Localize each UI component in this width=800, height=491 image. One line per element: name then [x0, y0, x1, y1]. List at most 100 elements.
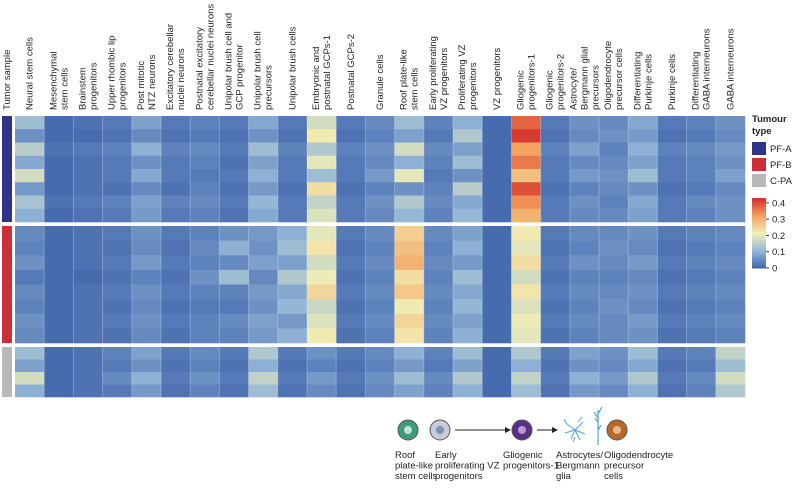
heat-cell	[394, 299, 425, 315]
heat-cell	[657, 284, 687, 300]
heat-cell	[657, 299, 687, 315]
heat-cell	[248, 226, 279, 241]
heat-cell	[248, 195, 279, 210]
heat-cell	[336, 384, 366, 398]
heat-cell	[307, 347, 337, 360]
colorbar-step	[752, 264, 766, 267]
arrowhead	[552, 427, 558, 433]
heat-cell	[219, 129, 249, 143]
colorbar-step	[752, 204, 766, 207]
heat-cell	[569, 299, 600, 315]
heat-cell	[248, 384, 279, 398]
column-label: Astrocyte/Bergmann glialprecursors	[568, 47, 601, 110]
heat-cell	[190, 208, 220, 223]
colorbar-step	[752, 228, 766, 231]
heat-cell	[219, 372, 249, 385]
heat-cell	[686, 384, 717, 398]
colorbar-step	[752, 206, 766, 209]
heat-cell	[453, 284, 483, 300]
heat-cell	[511, 155, 541, 170]
heat-cell	[131, 208, 162, 223]
heat-cell	[277, 372, 308, 385]
column-label: Roof plate-likestem cells	[399, 49, 421, 110]
heat-cell	[394, 208, 425, 223]
heat-cell	[511, 182, 541, 196]
heat-cell	[248, 116, 279, 130]
heat-cell	[44, 313, 74, 329]
heat-cell	[15, 269, 45, 285]
heat-cell	[423, 347, 454, 360]
heat-cell	[15, 359, 45, 373]
heat-cell	[423, 240, 454, 256]
heat-cell	[307, 328, 337, 344]
heat-cell	[511, 142, 541, 157]
heat-cell	[336, 195, 366, 210]
heat-cell	[365, 347, 395, 360]
heat-cell	[219, 208, 249, 223]
heat-cell	[44, 240, 74, 256]
heat-cell	[131, 328, 162, 344]
heat-cell	[569, 208, 600, 223]
heat-cell	[540, 182, 571, 196]
heat-cell	[482, 226, 512, 241]
heat-cell	[686, 359, 717, 373]
heat-cell	[540, 155, 571, 170]
heat-cell	[599, 313, 629, 329]
legend-label: PF-B	[770, 160, 792, 171]
legend-swatch	[752, 142, 766, 155]
heat-cell	[482, 208, 512, 223]
bergmann-icon	[593, 406, 603, 445]
heat-cell	[423, 116, 454, 130]
heat-cell	[511, 359, 541, 373]
heat-cell	[44, 269, 74, 285]
heat-cell	[715, 116, 746, 130]
heat-cell	[73, 182, 103, 196]
heat-cell	[394, 255, 425, 271]
heat-cell	[73, 313, 103, 329]
heat-cell	[336, 313, 366, 329]
colorbar-step	[752, 258, 766, 261]
heat-cell	[73, 328, 103, 344]
heat-cell	[628, 116, 658, 130]
heat-cell	[161, 255, 191, 271]
heat-cell	[394, 182, 425, 196]
heat-cell	[190, 226, 220, 241]
heat-cell	[219, 226, 249, 241]
heat-cell	[102, 347, 133, 360]
heat-cell	[628, 328, 658, 344]
heat-cell	[657, 384, 687, 398]
heat-cell	[540, 208, 571, 223]
heat-cell	[569, 142, 600, 157]
heat-cell	[307, 269, 337, 285]
heat-cell	[715, 169, 746, 183]
column-label: Brainstemprogenitors	[78, 62, 100, 110]
heat-cell	[453, 208, 483, 223]
heat-cell	[161, 155, 191, 170]
heat-cell	[102, 195, 133, 210]
heat-cell	[628, 269, 658, 285]
heat-cell	[336, 269, 366, 285]
heat-cell	[73, 129, 103, 143]
heat-cell	[482, 359, 512, 373]
heat-cell	[365, 299, 395, 315]
heat-cell	[307, 226, 337, 241]
heat-cell	[307, 182, 337, 196]
heat-cell	[540, 142, 571, 157]
heat-cell	[131, 182, 162, 196]
heat-cell	[219, 299, 249, 315]
heat-cell	[15, 347, 45, 360]
column-label: DifferentiatingPurkinje cells	[632, 52, 654, 110]
heat-cell	[190, 313, 220, 329]
colorbar-step	[752, 244, 766, 247]
colorbar-step	[752, 214, 766, 217]
heat-cell	[482, 195, 512, 210]
colorbar-tick-label: 0.2	[772, 231, 785, 242]
heat-cell	[248, 372, 279, 385]
heat-cell	[131, 372, 162, 385]
heat-cell	[715, 208, 746, 223]
heat-cell	[453, 240, 483, 256]
heat-cell	[540, 240, 571, 256]
heat-cell	[336, 226, 366, 241]
colorbar-step	[752, 224, 766, 227]
heat-cell	[394, 169, 425, 183]
